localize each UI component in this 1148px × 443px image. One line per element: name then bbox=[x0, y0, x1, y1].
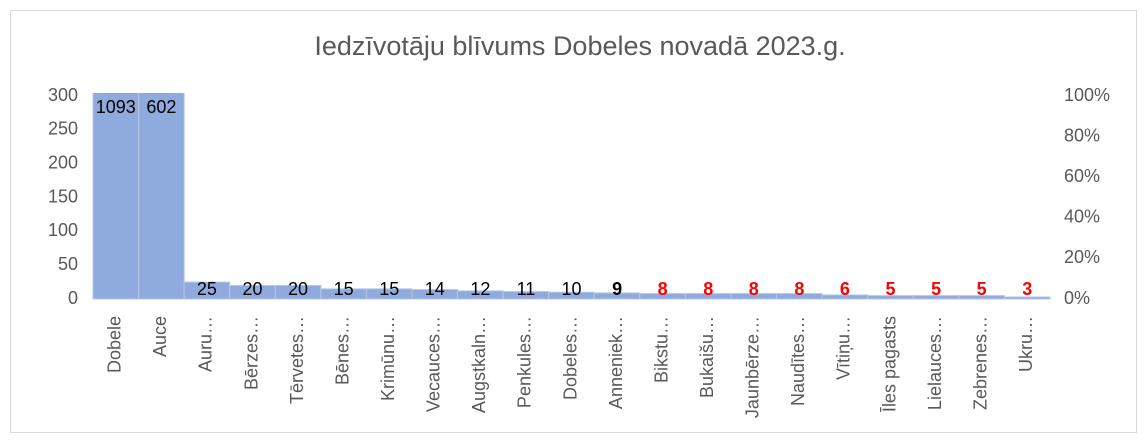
bar bbox=[92, 93, 140, 300]
bar bbox=[138, 93, 185, 300]
x-tick-label: Ukru… bbox=[1016, 316, 1036, 372]
value-label: 5 bbox=[885, 279, 895, 299]
value-label: 1093 bbox=[96, 97, 136, 117]
value-label: 8 bbox=[794, 279, 804, 299]
bars bbox=[92, 93, 1051, 300]
x-tick-label: Penkules… bbox=[515, 316, 535, 408]
value-label: 9 bbox=[612, 279, 622, 299]
x-tick-label: Dobele bbox=[105, 316, 125, 373]
x-tick-label: Augstkaln… bbox=[469, 316, 489, 413]
x-tick-label: Naudītes… bbox=[788, 316, 808, 406]
value-label: 20 bbox=[288, 279, 308, 299]
value-label: 8 bbox=[658, 279, 668, 299]
x-tick-label: Bērzes… bbox=[241, 316, 261, 390]
y-tick-label: 50 bbox=[58, 254, 78, 274]
y2-tick-label: 40% bbox=[1064, 207, 1100, 227]
chart-title: Iedzīvotāju blīvums Dobeles novadā 2023.… bbox=[314, 31, 845, 61]
y2-tick-label: 20% bbox=[1064, 247, 1100, 267]
value-label: 15 bbox=[379, 279, 399, 299]
y-tick-label: 200 bbox=[48, 152, 78, 172]
x-tick-label: Auru… bbox=[196, 316, 216, 372]
y-tick-label: 300 bbox=[48, 85, 78, 105]
x-tick-label: Bikstu… bbox=[651, 316, 671, 383]
x-tick-label: Auce bbox=[150, 316, 170, 357]
value-label: 12 bbox=[470, 279, 490, 299]
value-label: 5 bbox=[977, 279, 987, 299]
value-label: 11 bbox=[517, 279, 536, 299]
y-tick-label: 0 bbox=[68, 288, 78, 308]
x-tick-label: Lielauces… bbox=[925, 316, 945, 410]
value-label: 3 bbox=[1022, 279, 1032, 299]
value-label: 5 bbox=[931, 279, 941, 299]
x-tick-label: Tērvetes… bbox=[287, 316, 307, 404]
y-tick-label: 150 bbox=[48, 186, 78, 206]
value-label: 10 bbox=[561, 279, 581, 299]
y-tick-label: 250 bbox=[48, 119, 78, 139]
x-tick-label: Bukaišu… bbox=[697, 316, 717, 398]
y2-tick-label: 0% bbox=[1064, 288, 1090, 308]
value-label: 20 bbox=[242, 279, 262, 299]
y2-tick-label: 60% bbox=[1064, 166, 1100, 186]
value-label: 8 bbox=[749, 279, 759, 299]
bar bbox=[1003, 296, 1051, 300]
value-label: 14 bbox=[425, 279, 445, 299]
x-tick-label: Vītiņu… bbox=[834, 316, 854, 380]
x-tick-label: Anneniek… bbox=[606, 316, 626, 409]
value-label: 25 bbox=[197, 279, 217, 299]
y2-tick-label: 100% bbox=[1064, 85, 1110, 105]
value-label: 8 bbox=[703, 279, 713, 299]
y-tick-label: 100 bbox=[48, 220, 78, 240]
x-tick-label: Dobeles… bbox=[560, 316, 580, 400]
value-label: 6 bbox=[840, 279, 850, 299]
value-label: 15 bbox=[334, 279, 354, 299]
x-tick-label: Vecauces… bbox=[424, 316, 444, 412]
x-tick-label: Krimūnu… bbox=[378, 316, 398, 401]
x-tick-label: Zebrenes… bbox=[970, 316, 990, 410]
x-tick-label: Bēnes… bbox=[332, 316, 352, 385]
value-label: 602 bbox=[146, 97, 176, 117]
x-tick-label: Īles pagasts bbox=[879, 316, 899, 412]
x-tick-label: Jaunbērze… bbox=[743, 316, 763, 418]
chart-frame bbox=[10, 10, 1137, 433]
y2-tick-label: 80% bbox=[1064, 125, 1100, 145]
